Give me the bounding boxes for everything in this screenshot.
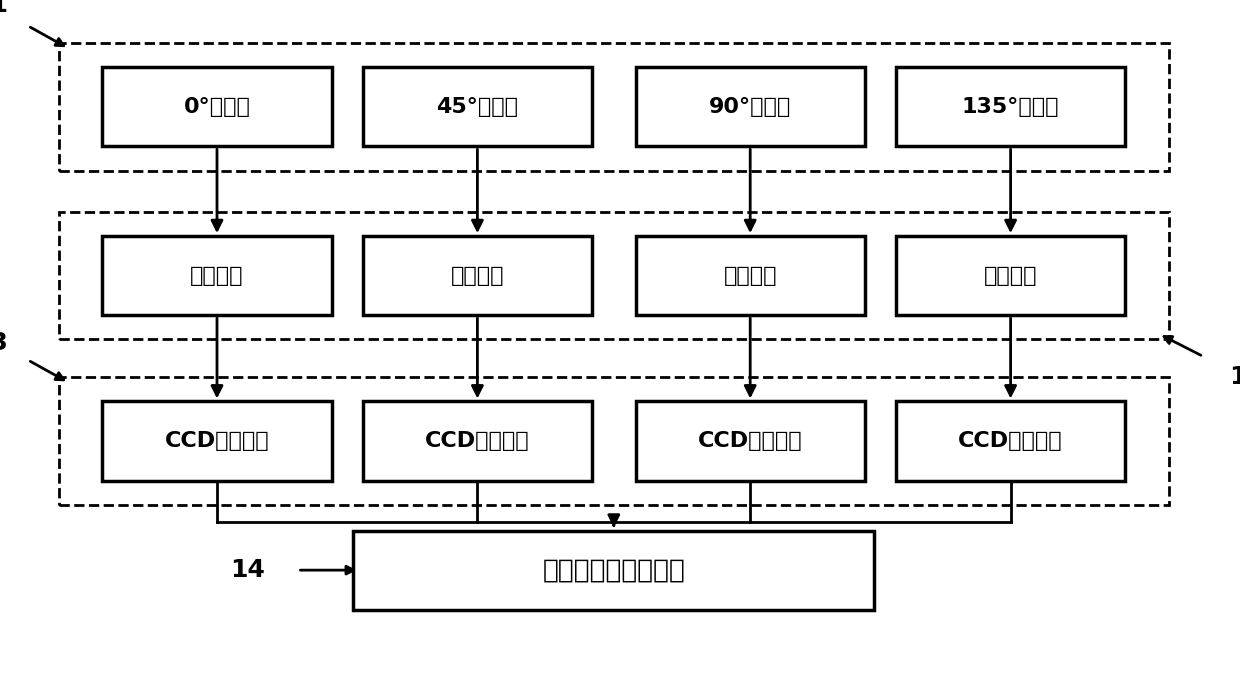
Bar: [102, 401, 331, 481]
Bar: [895, 68, 1126, 147]
Text: CCD成像模块: CCD成像模块: [165, 431, 269, 451]
Bar: [58, 43, 1168, 171]
Text: 12: 12: [1229, 365, 1240, 389]
Text: 14: 14: [231, 558, 265, 582]
Text: 0°偏振片: 0°偏振片: [184, 96, 250, 117]
Text: 135°偏振片: 135°偏振片: [962, 96, 1059, 117]
Text: 光学镜头: 光学镜头: [983, 265, 1038, 286]
Text: CCD成像模块: CCD成像模块: [425, 431, 529, 451]
Bar: [362, 401, 593, 481]
Bar: [895, 401, 1126, 481]
Text: 光学镜头: 光学镜头: [450, 265, 505, 286]
Text: 45°偏振片: 45°偏振片: [436, 96, 518, 117]
Bar: [58, 377, 1168, 504]
Text: 光学镜头: 光学镜头: [190, 265, 244, 286]
Text: 11: 11: [0, 0, 9, 17]
Text: 图像采集与处理系统: 图像采集与处理系统: [542, 557, 686, 583]
Bar: [58, 212, 1168, 340]
Text: CCD成像模块: CCD成像模块: [698, 431, 802, 451]
Bar: [895, 236, 1126, 316]
Text: CCD成像模块: CCD成像模块: [959, 431, 1063, 451]
Text: 光学镜头: 光学镜头: [723, 265, 777, 286]
Bar: [353, 531, 874, 610]
Text: 13: 13: [0, 331, 9, 355]
Text: 90°偏振片: 90°偏振片: [709, 96, 791, 117]
Bar: [635, 68, 866, 147]
Bar: [635, 401, 866, 481]
Bar: [102, 236, 331, 316]
Bar: [635, 236, 866, 316]
Bar: [362, 68, 593, 147]
Bar: [362, 236, 593, 316]
Bar: [102, 68, 331, 147]
